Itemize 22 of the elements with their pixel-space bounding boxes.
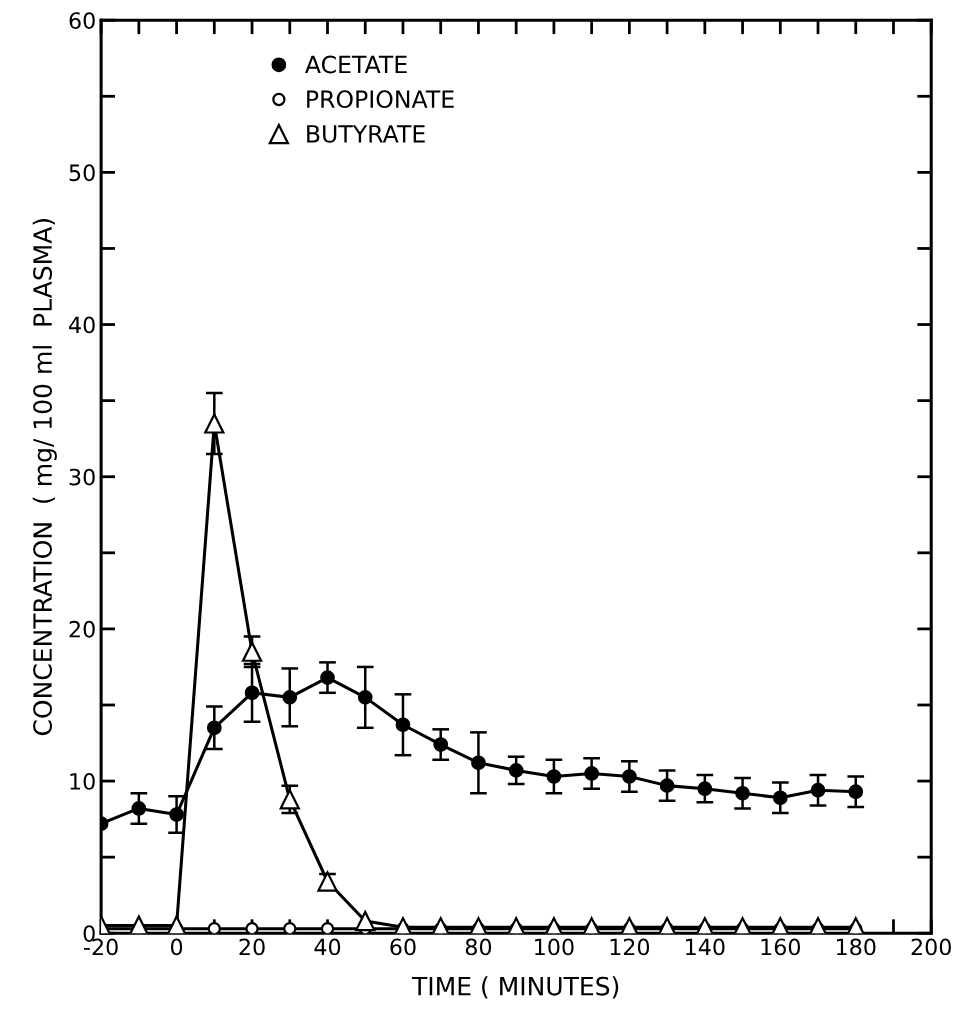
x-tick-label: 160 bbox=[761, 938, 801, 956]
x-axis-title: TIME ( MINUTES) bbox=[411, 976, 619, 999]
legend-label: BUTYRATE bbox=[307, 125, 425, 143]
y-tick-label: 20 bbox=[69, 620, 95, 638]
x-tick-label: 200 bbox=[911, 938, 951, 956]
y-tick-label: 10 bbox=[70, 773, 95, 790]
y-tick-label: 40 bbox=[69, 316, 95, 334]
legend-label: ACETATE bbox=[305, 55, 407, 74]
x-tick-label: 140 bbox=[686, 938, 725, 956]
x-tick-label: 120 bbox=[610, 938, 650, 956]
x-tick-label: 180 bbox=[836, 938, 876, 956]
x-tick-label: 80 bbox=[465, 938, 492, 956]
x-tick-label: 40 bbox=[314, 938, 341, 956]
x-tick-label: 100 bbox=[535, 938, 574, 956]
y-axis-title: CONCENTRATION ( mg/ 100 ml PLASMA) bbox=[32, 219, 57, 736]
legend-label: PROPIONATE bbox=[307, 90, 454, 109]
y-tick-label: 60 bbox=[69, 12, 95, 29]
x-tick-label: 0 bbox=[170, 938, 183, 956]
x-tick-label: 20 bbox=[239, 938, 265, 956]
y-tick-label: 30 bbox=[69, 468, 95, 486]
x-tick-label: 60 bbox=[390, 938, 416, 956]
y-tick-label: 50 bbox=[69, 164, 95, 182]
